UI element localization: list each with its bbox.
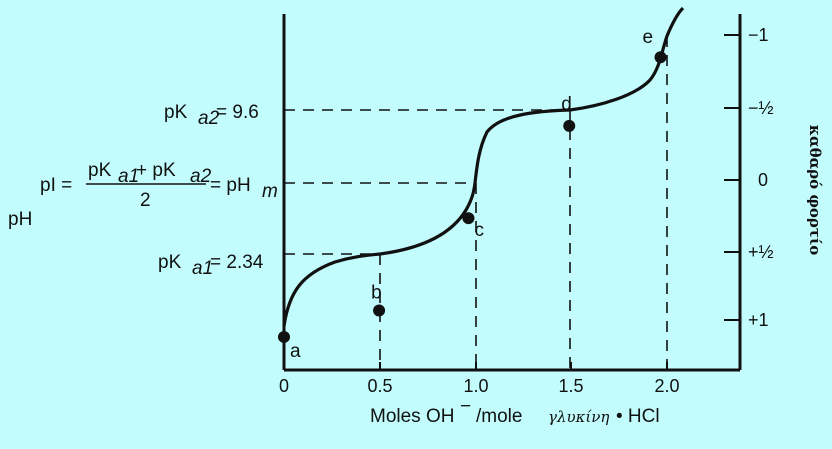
- pi-num: pK: [88, 160, 112, 181]
- pi-den: 2: [140, 190, 151, 211]
- data-point-label-b: b: [371, 282, 382, 303]
- xlabel-mid: /mole: [476, 406, 522, 427]
- data-point-label-d: d: [561, 94, 572, 115]
- xlabel-suffix: • HCl: [616, 406, 660, 427]
- pka1-label: pK a1 = 2.34: [158, 252, 264, 279]
- pi-num-sub1: a1: [118, 166, 139, 187]
- right-tick-label: −½: [748, 98, 774, 118]
- pi-rhs: = pH: [210, 175, 251, 196]
- pka2-sub: a2: [198, 108, 220, 129]
- right-tick-label: 0: [758, 170, 768, 190]
- data-point-a: [278, 330, 290, 343]
- data-point-label-e: e: [643, 27, 654, 48]
- data-point-label-c: c: [474, 220, 484, 241]
- right-tick-labels: −1 −½ 0 +½ +1: [748, 25, 774, 330]
- svg-text:pK: pK: [164, 102, 188, 123]
- pka2-value: = 9.6: [216, 102, 259, 123]
- xlabel-prefix: Moles OH: [370, 406, 454, 427]
- x-axis-title: Moles OH − /mole γλυκίνη • HCl: [370, 396, 660, 427]
- data-point-d: [563, 119, 576, 132]
- right-axis-title: καθαρό φορτίο: [806, 125, 824, 255]
- dashed-guides: [284, 36, 668, 370]
- pka1-sub: a1: [192, 258, 213, 279]
- x-tick-label: 2.0: [654, 376, 679, 396]
- points-layer: a b c d e: [278, 27, 667, 362]
- x-tick-label: 1.0: [463, 376, 488, 396]
- titration-curve: [282, 6, 685, 327]
- x-tick-label: 0.5: [367, 376, 392, 396]
- data-point-c: [462, 212, 475, 225]
- pi-formula: pI = pK a1 + pK a2 2 = pH m: [40, 160, 278, 211]
- right-tick-marks: [724, 34, 740, 321]
- data-point-label-a: a: [290, 341, 301, 362]
- left-axis-title: pH: [8, 209, 32, 230]
- pka1-p: pK: [158, 252, 182, 273]
- pka2-label: pK a2 = 9.6: [164, 102, 259, 129]
- data-point-b: [373, 304, 386, 317]
- right-tick-label: +½: [748, 242, 774, 262]
- data-point-e: [654, 51, 667, 64]
- pka2-p: pK: [164, 102, 188, 123]
- x-tick-labels: 0 0.5 1.0 1.5 2.0: [279, 376, 680, 396]
- pi-rhs-sub: m: [262, 181, 278, 202]
- x-tick-label: 1.5: [558, 376, 583, 396]
- right-tick-label: −1: [748, 25, 769, 45]
- right-tick-label: +1: [748, 310, 769, 330]
- pi-num-sub2: a2: [190, 166, 212, 187]
- xlabel-sup: −: [460, 396, 471, 417]
- x-tick-label: 0: [279, 376, 289, 396]
- xlabel-greek: γλυκίνη: [548, 408, 609, 426]
- pka1-value: = 2.34: [210, 252, 264, 273]
- pi-lhs: pI =: [40, 175, 72, 196]
- pi-num-plus: + pK: [136, 160, 176, 181]
